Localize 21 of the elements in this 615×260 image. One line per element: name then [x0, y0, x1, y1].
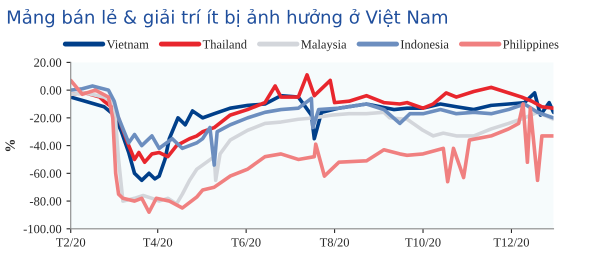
y-tick-label: -40.00 [30, 142, 62, 150]
x-tick-label: T10/20 [405, 238, 441, 247]
legend-label: Philippines [503, 40, 558, 52]
x-tick-label: T4/20 [143, 238, 172, 247]
legend-label: Thailand [202, 40, 247, 49]
x-tick-label: T2/20 [56, 238, 86, 247]
x-tick-label: T8/20 [320, 238, 350, 247]
y-tick-label: -80.00 [30, 197, 62, 206]
legend-label: Malaysia [301, 40, 346, 52]
y-tick-label: -60.00 [30, 169, 62, 178]
y-tick-label: -20.00 [30, 114, 62, 122]
y-axis-title: % [5, 140, 15, 152]
y-tick-label: -100.00 [24, 224, 62, 234]
x-tick-label: T6/20 [231, 238, 261, 247]
y-tick-label: 0.00 [40, 86, 62, 95]
legend-label: Vietnam [106, 40, 149, 49]
legend-label: Indonesia [400, 40, 449, 49]
line-series [70, 78, 554, 214]
chart-title: Mảng bán lẻ & giải trí ít bị ảnh hưởng ở Việt Nam [8, 9, 448, 28]
y-tick-label: 20.00 [34, 58, 62, 67]
x-tick-label: T12/20 [494, 238, 530, 247]
